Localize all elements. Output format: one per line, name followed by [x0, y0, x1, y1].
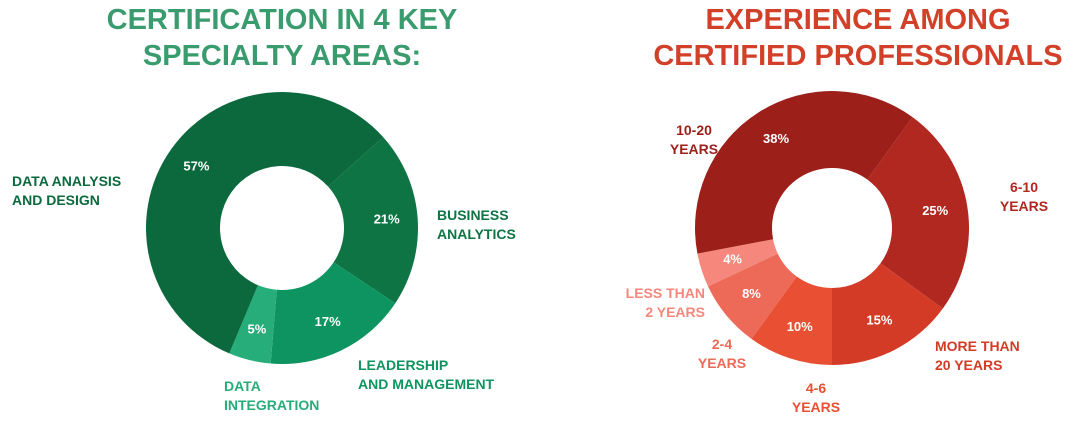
donut-slice [145, 91, 384, 354]
donut-slice [328, 136, 418, 304]
donut-slice [229, 285, 277, 364]
value-label: 21% [374, 212, 400, 227]
donut-slice [697, 239, 778, 287]
category-label: 2-4 YEARS [697, 336, 747, 371]
donut-slice [270, 262, 396, 365]
value-label: 10% [787, 319, 813, 334]
donut-slice [832, 263, 943, 365]
value-label: 17% [315, 314, 341, 329]
category-label: MORE THAN 20 YEARS [935, 338, 1020, 373]
value-label: 57% [183, 159, 209, 174]
donut-slice [867, 117, 969, 309]
category-label: LEADERSHIP AND MANAGEMENT [358, 357, 495, 392]
donut-slice [708, 253, 797, 339]
category-label: 4-6 YEARS [791, 380, 841, 415]
chart-title: CERTIFICATION IN 4 KEY SPECIALTY AREAS: [106, 4, 458, 72]
value-label: 8% [742, 286, 761, 301]
category-label: BUSINESS ANALYTICS [437, 207, 516, 242]
category-label: DATA ANALYSIS AND DESIGN [12, 173, 122, 208]
category-label: LESS THAN 2 YEARS [625, 285, 705, 320]
category-label: 6-10 YEARS [999, 179, 1049, 214]
chart-title: EXPERIENCE AMONG CERTIFIED PROFESSIONALS [653, 4, 1063, 72]
value-label: 4% [723, 252, 742, 267]
category-label: DATA INTEGRATION [224, 378, 320, 413]
value-label: 5% [248, 321, 267, 336]
value-label: 25% [922, 203, 948, 218]
value-label: 38% [763, 131, 789, 146]
donut-slice [695, 91, 913, 254]
category-label: 10-20 YEARS [669, 122, 719, 157]
value-label: 15% [866, 313, 892, 328]
donut-slice [751, 276, 832, 365]
